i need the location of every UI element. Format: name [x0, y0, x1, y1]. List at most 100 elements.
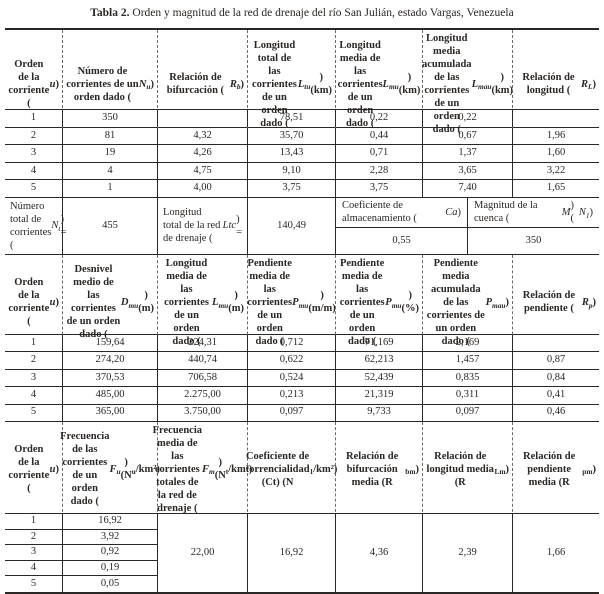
data-cell: 0,67 [422, 127, 512, 145]
data-cell: 0,835 [422, 369, 512, 387]
data-cell: 365,00 [62, 404, 157, 421]
relacion-longitud-media-value: 2,39 [422, 513, 512, 592]
bottom-band: 1 2 3 4 5 16,92 3,92 0,92 0,19 0,05 22,0… [5, 513, 599, 592]
header-relacion-longitud-media: Relación de longitud media (R Lm) [422, 421, 512, 517]
longitud-total-red-value: 140,49 [247, 197, 335, 254]
data-cell: 159,64 [62, 334, 157, 352]
header-pendiente-media-pct: Pendiente media de las corrientes de un … [335, 254, 422, 350]
data-cell: 35,70 [247, 127, 335, 145]
data-cell: 0,524 [247, 369, 335, 387]
data-cell: 0,71 [335, 145, 422, 162]
header-frecuencia-media: Frecuencia media de las corrientes total… [153, 421, 252, 517]
data-cell: 1 [62, 180, 157, 197]
data-cell: 81 [62, 127, 157, 145]
header-pendiente-media-mm: Pendiente media de las corrientes de un … [247, 254, 336, 350]
data-cell: 0,41 [512, 387, 599, 404]
data-cell [512, 110, 599, 127]
data-cell: 0,05 [62, 576, 157, 592]
data-cell: 52,439 [335, 369, 422, 387]
data-cell: 2 [30, 354, 37, 366]
data-cell: 0,87 [512, 352, 599, 369]
header-coeficiente-torrencialidad: Coeficiente de torrencialidad (Ct) (N 1/k… [246, 421, 337, 517]
table-title-label: Tabla 2. [90, 7, 130, 19]
data-cell: 1,37 [422, 145, 512, 162]
header-longitud-media: Longitud media de las corrientes de un o… [335, 30, 422, 138]
data-cell: 2,169 [422, 334, 512, 352]
table-row: 2 81 4,32 35,70 0,44 0,67 1,96 [5, 127, 599, 146]
table-row: 3 19 4,26 13,43 0,71 1,37 1,60 [5, 145, 599, 163]
data-cell: 0,311 [422, 387, 512, 404]
coeficiente-almacenamiento-label: Coeficiente de almacenamiento (Ca) [336, 198, 467, 228]
table-title-text: Orden y magnitud de la red de drenaje de… [129, 7, 514, 19]
data-cell: 3 [30, 371, 37, 383]
data-cell: 4,00 [157, 180, 247, 197]
data-cell: 0,22 [335, 110, 422, 127]
data-cell: 1 [30, 112, 37, 124]
data-cell: 4 [30, 389, 37, 401]
data-cell: 1,96 [512, 127, 599, 145]
data-cell: 5 [30, 406, 37, 418]
coeficiente-almacenamiento-value: 0,55 [392, 235, 411, 247]
totals-band: Número total de corrientes (Nt) = 455 Lo… [5, 197, 599, 255]
data-cell: 1 [30, 336, 37, 348]
table-row: 4 485,00 2.275,00 0,213 21,319 0,311 0,4… [5, 387, 599, 405]
data-cell: 5 [30, 577, 37, 589]
header-longitud-total: Longitud total de las corrientes de un o… [247, 30, 335, 138]
header-longitud-media-m: Longitud media de las corrientes de un o… [157, 254, 247, 350]
data-cell: 440,74 [157, 352, 247, 369]
data-cell: 0,097 [422, 404, 512, 421]
data-cell: 13,43 [247, 145, 335, 162]
table-row: 2 274,20 440,74 0,622 62,213 1,457 0,87 [5, 352, 599, 370]
data-cell: 1,65 [512, 180, 599, 197]
data-cell: 3,92 [62, 529, 157, 546]
data-cell: 3,65 [422, 162, 512, 180]
data-cell: 1 [5, 514, 62, 530]
data-cell: 9,733 [335, 404, 422, 421]
data-cell: 0,097 [247, 404, 335, 421]
data-cell: 485,00 [62, 387, 157, 404]
data-cell: 370,53 [62, 369, 157, 387]
data-cell: 4 [5, 561, 62, 577]
header-pendiente-media-acumulada: Pendiente media acumulada de las corrien… [422, 254, 512, 350]
total-corrientes-label: Número total de corrientes (Nt) = [10, 200, 67, 251]
data-cell: 1,60 [512, 145, 599, 162]
data-cell: 4,26 [157, 145, 247, 162]
table-row: 3 370,53 706,58 0,524 52,439 0,835 0,84 [5, 369, 599, 388]
header-orden-corriente: Orden de la corriente (u) [8, 59, 59, 109]
data-cell: 19 [62, 145, 157, 162]
header-frecuencia-corrientes: Frecuencia de las corrientes de un orden… [60, 421, 160, 517]
header-relacion-bifurcacion: Relación de bifurcación (Rb) [157, 30, 247, 138]
header-row-2: Orden de la corriente (u) Desnivel medio… [5, 254, 599, 350]
data-cell: 224,31 [157, 334, 247, 352]
data-cell: 21,319 [335, 387, 422, 404]
data-cell: 0,92 [62, 545, 157, 561]
relacion-bifurcacion-media-value: 4,36 [335, 513, 422, 592]
header-relacion-longitud: Relación de longitud (RL) [512, 30, 599, 138]
data-cell: 706,58 [157, 369, 247, 387]
data-cell: 4 [30, 164, 37, 176]
data-cell: 0,22 [422, 110, 512, 127]
data-cell: 0,19 [62, 560, 157, 577]
data-cell [157, 110, 247, 127]
data-cell: 274,20 [62, 352, 157, 369]
data-cell: 7,40 [422, 180, 512, 197]
table-row: 5 1 4,00 3,75 3,75 7,40 1,65 [5, 180, 599, 198]
relacion-pendiente-media-value: 1,66 [512, 513, 599, 592]
data-cell: 9,10 [247, 162, 335, 180]
data-cell: 2.275,00 [157, 387, 247, 404]
table-row: 4 4 4,75 9,10 2,28 3,65 3,22 [5, 162, 599, 181]
header-desnivel-medio: Desnivel medio de las corrientes de un o… [62, 254, 157, 350]
table-row: 5 365,00 3.750,00 0,097 9,733 0,097 0,46 [5, 404, 599, 422]
data-cell: 1,457 [422, 352, 512, 369]
data-cell: 5 [30, 182, 37, 194]
coeficiente-almacenamiento-cell: Coeficiente de almacenamiento (Ca) 0,55 [335, 197, 467, 254]
data-cell: 0,213 [247, 387, 335, 404]
data-cell: 350 [62, 110, 157, 127]
data-cell: 0,44 [335, 127, 422, 145]
header-relacion-bifurcacion-media: Relación de bifurcación media (R bm) [335, 421, 422, 517]
data-cell: 0,622 [247, 352, 335, 369]
header-relacion-pendiente: Relación de pendiente (Rp) [512, 254, 599, 350]
header-numero-corrientes: Número de corrientes de un orden dado (N… [62, 30, 157, 138]
data-cell: 4,75 [157, 162, 247, 180]
data-cell: 62,213 [335, 352, 422, 369]
